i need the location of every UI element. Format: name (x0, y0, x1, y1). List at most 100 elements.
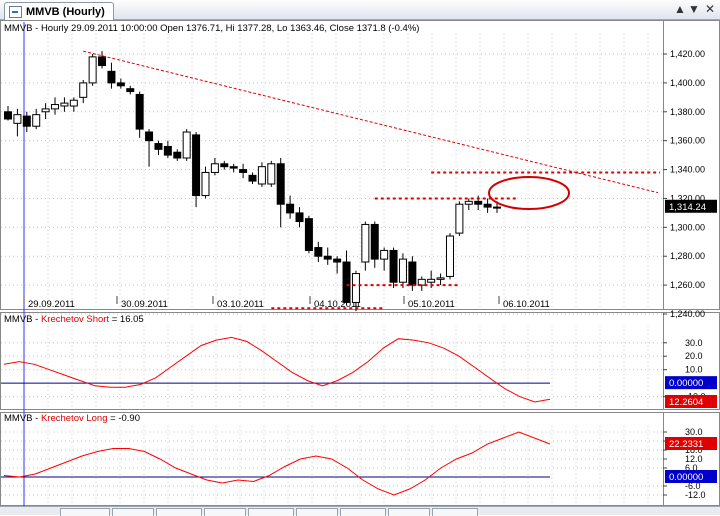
indicator-tick-label: 12.0 (685, 454, 703, 464)
candle-body (154, 143, 163, 150)
candle-body (79, 82, 88, 98)
bottom-tab[interactable] (296, 508, 338, 516)
candle-body (427, 278, 436, 283)
candle-body (417, 278, 426, 286)
indicator-tick-label: 30.0 (685, 427, 703, 437)
indicator-tick-label: 6.0 (685, 463, 698, 473)
price-panel-header: MMVB - Hourly 29.09.2011 10:00:00 Open 1… (4, 23, 419, 34)
current-value-box (665, 395, 717, 408)
candle-body (192, 134, 201, 197)
grid-lines (1, 22, 663, 506)
candle-body (51, 104, 60, 110)
indicator-line (3, 431, 551, 496)
bottom-tab[interactable] (388, 508, 430, 516)
candle-body (351, 273, 360, 303)
candle-body (323, 255, 332, 260)
candle-body (398, 258, 407, 283)
candle-body (276, 163, 285, 205)
price-tick-label: 1,280.00 (670, 251, 705, 261)
candle-body (408, 261, 417, 286)
candle-body (41, 108, 50, 113)
candle-body (370, 223, 379, 260)
bottom-tab[interactable] (340, 508, 386, 516)
candle-body (304, 218, 313, 251)
bottom-tab[interactable] (432, 508, 478, 516)
price-tick-label: 1,340.00 (670, 165, 705, 175)
current-value-label: 22.2331 (669, 439, 703, 450)
candle-body (314, 247, 323, 257)
panel-frame (0, 312, 664, 410)
date-label: 06.10.2011 (503, 299, 550, 310)
indicator-tick-label: -12.0 (685, 490, 706, 500)
candle-body (436, 277, 445, 280)
panel-frames (0, 20, 720, 506)
date-label: 30.09.2011 (121, 299, 168, 310)
candle-body (201, 171, 210, 197)
bottom-tab-strip (0, 506, 720, 516)
date-label: 03.10.2011 (217, 299, 264, 310)
price-tick-label: 1,300.00 (670, 222, 705, 232)
candle-body (361, 223, 370, 263)
price-tick-label: 1,400.00 (670, 78, 705, 88)
candle-body (229, 166, 238, 169)
candle-body (173, 151, 182, 159)
bottom-tab[interactable] (112, 508, 154, 516)
candle-body (145, 131, 154, 142)
current-value-label: 12.2604 (669, 397, 703, 408)
candle-body (464, 200, 473, 205)
candle-body (4, 111, 12, 120)
indicator-tick-label: 30.0 (685, 338, 703, 348)
bottom-tab[interactable] (204, 508, 246, 516)
indicator-line (3, 336, 551, 403)
last-price-box (665, 199, 717, 213)
indicator-tick-label: 20.0 (685, 351, 703, 361)
chart-area[interactable]: 1,420.00 1,400.00 1,380.00 1,360.00 1,340.00… (0, 20, 720, 506)
candle-body (445, 235, 454, 277)
candle-body (32, 114, 41, 127)
candle-body (69, 99, 78, 107)
price-tick-label: 1,360.00 (670, 136, 705, 146)
candle-body (257, 166, 266, 185)
scroll-up-icon[interactable]: ▲ (674, 2, 686, 16)
date-label: 29.09.2011 (28, 299, 75, 310)
candle-body (163, 145, 172, 156)
zero-value-box (665, 376, 717, 390)
current-value-box (665, 437, 717, 450)
scroll-down-icon[interactable]: ▼ (688, 2, 700, 16)
zero-value-box (665, 470, 717, 483)
chart-tab[interactable]: MMVB (Hourly) (4, 2, 114, 20)
bottom-tab[interactable] (60, 508, 110, 516)
axis-frame (663, 412, 720, 506)
window-titlebar: MMVB (Hourly) ▲ ▼ ✕ (0, 0, 720, 20)
short-panel-header: MMVB - Krechetov Short = 16.05 (4, 314, 144, 325)
candle-body (116, 82, 125, 87)
chart-window-icon (9, 5, 22, 18)
close-icon[interactable]: ✕ (704, 2, 716, 16)
candle-body (126, 88, 135, 93)
candle-body (248, 174, 257, 182)
last-price-label: 1,314.24 (669, 202, 706, 213)
price-panel[interactable]: 1,420.00 1,400.00 1,380.00 1,360.00 1,340.00… (4, 49, 718, 319)
indicator-tick-label: 10.0 (685, 365, 703, 375)
candle-body (88, 56, 97, 84)
chart-tab-title: MMVB (Hourly) (26, 5, 105, 18)
price-tick-label: 1,260.00 (670, 280, 705, 290)
candle-body (13, 114, 22, 124)
candle-body (333, 258, 342, 263)
candle-body (267, 163, 276, 185)
long-indicator-panel[interactable]: 30.024.018.012.06.0-6.0-12.00.0000022.23… (1, 427, 717, 500)
candle-body (474, 200, 483, 205)
bottom-tab[interactable] (248, 508, 294, 516)
date-label: 04.10.2011 (314, 299, 361, 310)
candle-body (135, 93, 144, 130)
candle-body (295, 212, 304, 223)
zero-value-label: 0.00000 (669, 472, 703, 483)
candle-body (493, 206, 501, 209)
candle-body (60, 102, 69, 107)
candle-body (483, 203, 492, 208)
highlight-ellipse (488, 176, 570, 210)
candle-body (455, 203, 464, 234)
bottom-tab[interactable] (156, 508, 202, 516)
candle-body (107, 70, 116, 84)
